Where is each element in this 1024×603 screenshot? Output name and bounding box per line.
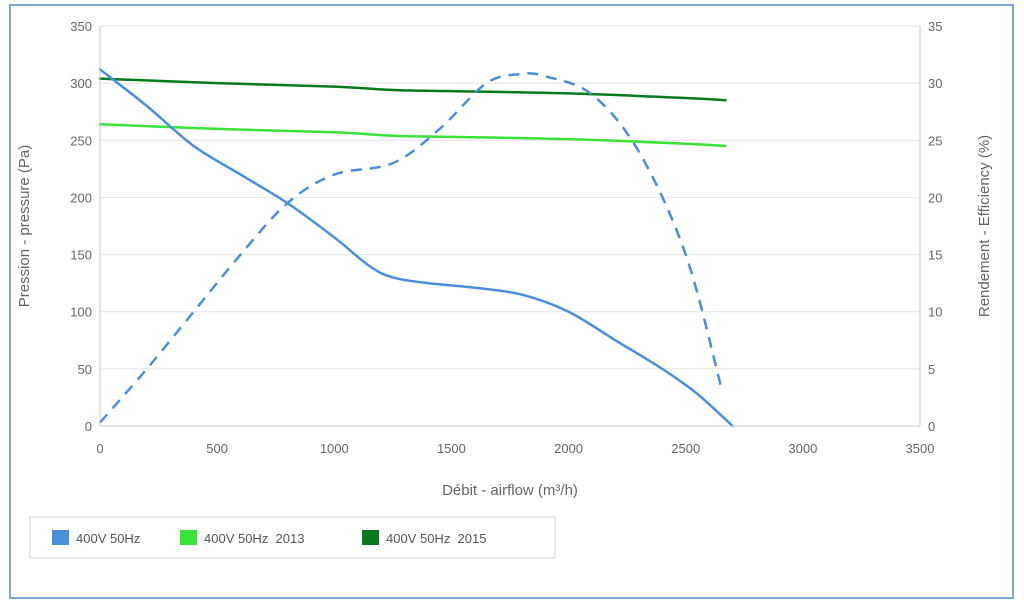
x-tick-label: 0: [96, 441, 103, 456]
right-y-tick-label: 0: [928, 419, 935, 434]
left-y-tick-label: 100: [70, 305, 92, 320]
gridlines: [100, 25, 920, 370]
right-y-tick-label: 25: [928, 133, 942, 148]
series-line-3: [98, 77, 727, 102]
left-y-tick-label: 250: [70, 133, 92, 148]
x-tick-label: 3000: [788, 441, 817, 456]
legend-label: 400V 50Hz: [76, 531, 140, 546]
right-y-tick-label: 30: [928, 76, 942, 91]
x-axis-title: Débit - airflow (m³/h): [442, 482, 578, 499]
chart-frame: [9, 4, 1014, 599]
series-layer: [98, 68, 734, 428]
x-tick-labels: 0 500 1000 1500 2000 2500 3000 3500: [96, 441, 934, 456]
legend-swatch: [180, 530, 197, 545]
series-line-0: [98, 68, 734, 428]
x-tick-label: 2500: [671, 441, 700, 456]
legend: 400V 50Hz 400V 50Hz 2013 400V 50Hz 2015: [29, 516, 556, 559]
right-y-axis-title: Rendement - Efficiency (%): [976, 135, 993, 317]
x-tick-label: 2000: [554, 441, 583, 456]
x-tick-label: 500: [206, 441, 228, 456]
axes: [99, 26, 921, 427]
right-y-tick-label: 5: [928, 362, 935, 377]
legend-box: [29, 516, 556, 559]
left-y-tick-label: 200: [70, 190, 92, 205]
right-y-tick-label: 20: [928, 190, 942, 205]
series-line-1: [99, 72, 723, 424]
legend-swatch: [362, 530, 379, 545]
right-y-tick-labels: 0 5 10 15 20 25 30 35: [928, 19, 942, 434]
left-y-tick-label: 0: [85, 419, 92, 434]
legend-label: 400V 50Hz 2015: [386, 531, 486, 546]
left-y-tick-label: 50: [78, 362, 92, 377]
left-y-tick-label: 300: [70, 76, 92, 91]
legend-swatch: [52, 530, 69, 545]
right-y-tick-label: 35: [928, 19, 942, 34]
x-tick-label: 1000: [320, 441, 349, 456]
x-tick-label: 1500: [437, 441, 466, 456]
right-y-tick-label: 15: [928, 248, 942, 263]
x-tick-label: 3500: [906, 441, 935, 456]
series-line-2: [98, 123, 727, 148]
left-y-axis-title: Pression - pressure (Pa): [16, 145, 33, 308]
left-y-tick-label: 350: [70, 19, 92, 34]
legend-label: 400V 50Hz 2013: [204, 531, 304, 546]
left-y-tick-labels: 0 50 100 150 200 250 300 350: [70, 19, 92, 434]
right-y-tick-label: 10: [928, 305, 942, 320]
left-y-tick-label: 150: [70, 248, 92, 263]
